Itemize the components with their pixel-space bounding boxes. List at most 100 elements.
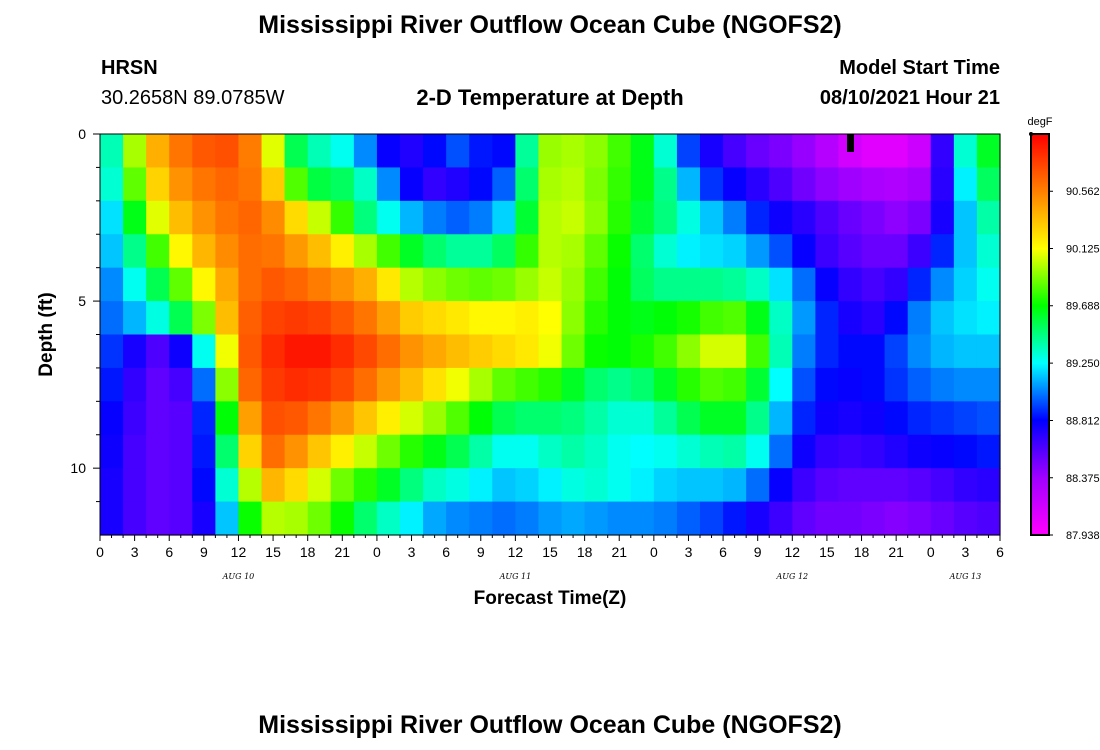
heatmap-cell [723,134,747,169]
heatmap-cell [815,200,840,235]
heatmap-cell [376,434,401,469]
heatmap-cell [123,167,147,202]
heatmap-cell [215,367,240,402]
heatmap-cell [146,367,170,402]
heatmap-cell [676,501,701,536]
heatmap-cell [861,434,886,469]
heatmap-cell [538,301,563,336]
heatmap-cell [746,334,770,369]
heatmap-cell [930,401,955,436]
heatmap-cell [861,167,886,202]
heatmap-cell [538,267,563,302]
heatmap-cell [261,301,286,336]
heatmap-cell [700,200,724,235]
heatmap-cell [284,134,309,169]
heatmap-cell [215,401,240,436]
colorbar [1030,133,1050,536]
heatmap-cell [930,434,955,469]
heatmap-cell [423,134,447,169]
heatmap-cell [907,267,932,302]
station-coords: 30.2658N 89.0785W [101,87,285,109]
date-label: AUG 12 [775,572,808,581]
y-tick-label: 10 [70,460,86,476]
heatmap-cell [423,334,447,369]
heatmap-cell [307,134,332,169]
heatmap-cell [815,468,840,503]
heatmap-cell [630,367,655,402]
heatmap-cell [792,234,816,269]
heatmap-cell [423,401,447,436]
heatmap-cell [446,167,470,202]
heatmap-cell [192,401,216,436]
heatmap-cell [653,401,678,436]
heatmap-cell [423,367,447,402]
heatmap-cell [584,200,609,235]
heatmap-cell [953,501,978,536]
heatmap-cell [538,367,563,402]
heatmap-cell [884,167,909,202]
heatmap-cell [976,301,1001,336]
heatmap-cell [100,434,124,469]
heatmap-cell [146,200,170,235]
heatmap-cell [284,301,309,336]
heatmap-cell [538,501,563,536]
heatmap-cell [561,234,586,269]
heatmap-cell [769,501,793,536]
heatmap-cell [307,200,332,235]
heatmap-cell [423,200,447,235]
heatmap-cell [976,167,1001,202]
heatmap-cell [700,401,724,436]
heatmap-cell [284,501,309,536]
heatmap-cell [630,301,655,336]
heatmap-cell [123,367,147,402]
heatmap-cell [700,501,724,536]
heatmap-cell [515,134,540,169]
x-tick-label: 21 [335,544,351,560]
heatmap-cell [284,334,309,369]
heatmap-cell [469,167,493,202]
heatmap-cell [792,401,816,436]
heatmap-cell [446,434,470,469]
heatmap-cell [238,468,263,503]
heatmap-cell [446,401,470,436]
heatmap-cell [169,267,193,302]
heatmap-cell [400,200,424,235]
heatmap-cell [815,234,840,269]
heatmap-cell [261,367,286,402]
x-tick-label: 15 [819,544,835,560]
colorbar-tick-label: 88.375 [1066,473,1100,485]
x-tick-label: 21 [611,544,627,560]
heatmap-cell [700,267,724,302]
heatmap-cell [861,468,886,503]
heatmap-cell [192,134,216,169]
heatmap-cell [769,468,793,503]
heatmap-cell [561,334,586,369]
heatmap-cell [446,468,470,503]
heatmap-cell [330,167,355,202]
heatmap-cell [100,501,124,536]
heatmap-cell [676,134,701,169]
heatmap-cell [884,267,909,302]
heatmap-cell [838,501,863,536]
heatmap-cell [215,501,240,536]
heatmap-cell [723,434,747,469]
heatmap-cell [676,367,701,402]
x-tick-label: 3 [408,544,416,560]
heatmap-cell [238,367,263,402]
heatmap-cell [353,434,378,469]
heatmap-cell [100,468,124,503]
heatmap-cell [630,501,655,536]
heatmap-cell [861,301,886,336]
heatmap-cell [469,401,493,436]
heatmap-cell [838,234,863,269]
heatmap-cell [146,167,170,202]
heatmap-cell [100,401,124,436]
heatmap-cell [607,134,632,169]
heatmap-cell [861,334,886,369]
heatmap-cell [100,167,124,202]
heatmap-cell [700,301,724,336]
heatmap-cell [469,468,493,503]
heatmap-cell [469,501,493,536]
heatmap-cell [469,434,493,469]
heatmap-cell [607,468,632,503]
